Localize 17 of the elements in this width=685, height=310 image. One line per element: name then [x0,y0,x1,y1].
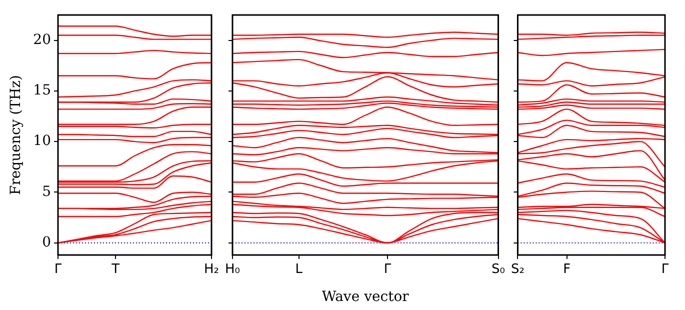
x-axis-title: Wave vector [322,289,410,306]
x-tick-label: L [295,262,304,278]
y-axis-title: Frequency (THz) [8,74,24,196]
x-tick-label: H₂ [204,262,220,278]
y-tick-label: 0 [42,234,51,250]
y-tick-label: 20 [33,32,51,48]
x-tick-label: H₀ [224,262,240,278]
y-tick-label: 10 [33,133,51,150]
x-tick-label: Γ [384,262,392,278]
y-tick-label: 15 [33,82,51,99]
x-tick-label: Γ [661,262,670,278]
x-tick-label: F [563,262,571,278]
x-tick-label: Γ [54,262,62,278]
x-tick-label: T [110,262,120,278]
x-tick-label: S₀ [492,262,506,278]
y-tick-label: 5 [42,184,51,200]
x-tick-label: S₂ [510,262,524,278]
